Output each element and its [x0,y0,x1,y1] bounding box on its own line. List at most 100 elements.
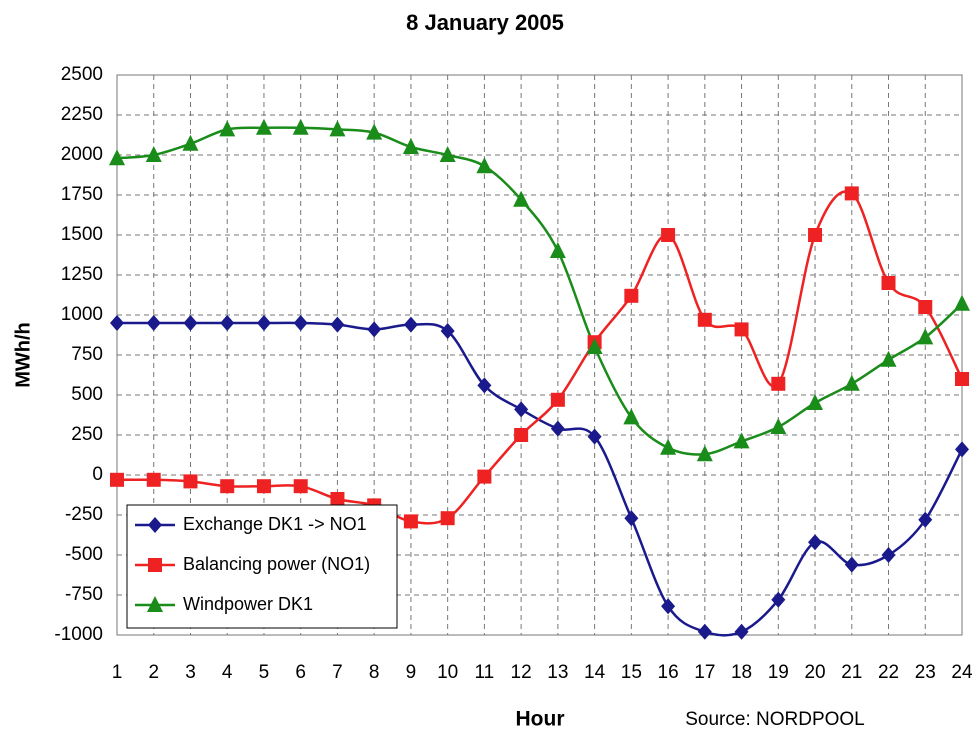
x-tick-label: 24 [951,662,973,683]
marker [624,510,639,527]
x-tick-label: 1 [112,662,123,683]
plot-frame [116,74,963,636]
marker [402,138,419,154]
y-tick-label: 1250 [61,264,103,285]
marker [550,420,565,437]
marker [219,120,236,137]
marker [183,315,198,331]
x-tick-label: 21 [841,662,862,683]
x-tick-label: 9 [406,662,417,683]
marker [881,547,896,563]
marker [145,146,162,162]
marker [917,328,934,345]
y-tick-label: 2000 [61,144,103,165]
marker [148,517,162,533]
y-tick-label: 750 [71,344,103,365]
source-note: Source: NORDPOOL [685,709,865,730]
x-tick-label: 2 [148,662,159,683]
x-tick-label: 7 [332,662,343,683]
marker [881,276,896,290]
marker [293,479,308,494]
y-tick-label: -1000 [54,624,103,645]
y-tick-label: -750 [65,584,103,605]
marker [477,377,492,394]
marker [183,474,198,489]
marker [256,315,271,331]
legend-label: Balancing power (NO1) [183,554,370,574]
marker [146,315,161,331]
marker [440,511,455,526]
marker [880,350,897,367]
x-tick-label: 3 [185,662,196,683]
marker [660,438,677,455]
marker [844,556,859,573]
y-tick-label: 0 [92,464,103,485]
x-tick-label: 16 [658,662,679,683]
marker [330,316,345,333]
x-tick-label: 13 [547,662,568,683]
marker [843,374,860,391]
marker [955,441,969,458]
marker [918,511,933,528]
marker [292,118,309,135]
legend-label: Windpower DK1 [183,594,313,614]
x-tick-label: 14 [584,662,606,683]
marker [477,469,492,484]
legend-label: Exchange DK1 -> NO1 [183,514,367,534]
x-tick-label: 12 [511,662,532,683]
marker [220,479,235,494]
marker [623,408,640,425]
y-tick-label: 2500 [61,64,103,85]
marker [403,514,418,529]
marker [110,472,124,487]
x-tick-label: 11 [475,662,495,683]
x-axis-label: Hour [516,708,565,731]
y-tick-label: 500 [71,384,103,405]
y-tick-label: -500 [65,544,103,565]
marker [770,418,787,434]
marker [587,428,602,445]
x-tick-label: 15 [621,662,642,683]
marker [513,190,530,207]
x-tick-label: 22 [878,662,899,683]
marker [147,596,163,612]
y-tick-label: 250 [71,424,103,445]
marker [550,392,565,407]
x-tick-label: 10 [437,662,458,683]
marker [148,558,162,572]
marker [109,149,125,166]
marker [549,242,566,258]
x-tick-label: 8 [369,662,380,683]
marker [514,401,529,418]
marker [734,623,749,640]
marker [366,123,383,140]
marker [514,428,529,442]
series-line [116,126,963,456]
x-tick-label: 19 [768,662,789,683]
marker [734,322,749,337]
chart-title: 8 January 2005 [406,10,564,35]
y-axis-label: MWh/h [12,322,34,388]
marker [808,228,823,242]
marker [624,288,639,303]
x-tick-label: 17 [694,662,715,683]
marker [146,472,161,487]
marker [440,323,455,339]
marker [696,445,713,462]
marker [661,228,676,242]
marker [661,598,676,615]
marker [255,118,272,135]
x-tick-label: 4 [222,662,233,683]
marker [918,300,933,314]
y-tick-label: 1750 [61,184,103,205]
x-tick-label: 6 [295,662,306,683]
marker [367,321,382,338]
y-tick-label: -250 [65,504,103,525]
y-tick-label: 1500 [61,224,103,245]
marker [807,394,824,410]
y-tick-label: 1000 [61,304,103,325]
marker [586,338,603,354]
marker [844,186,859,201]
marker [220,315,235,331]
